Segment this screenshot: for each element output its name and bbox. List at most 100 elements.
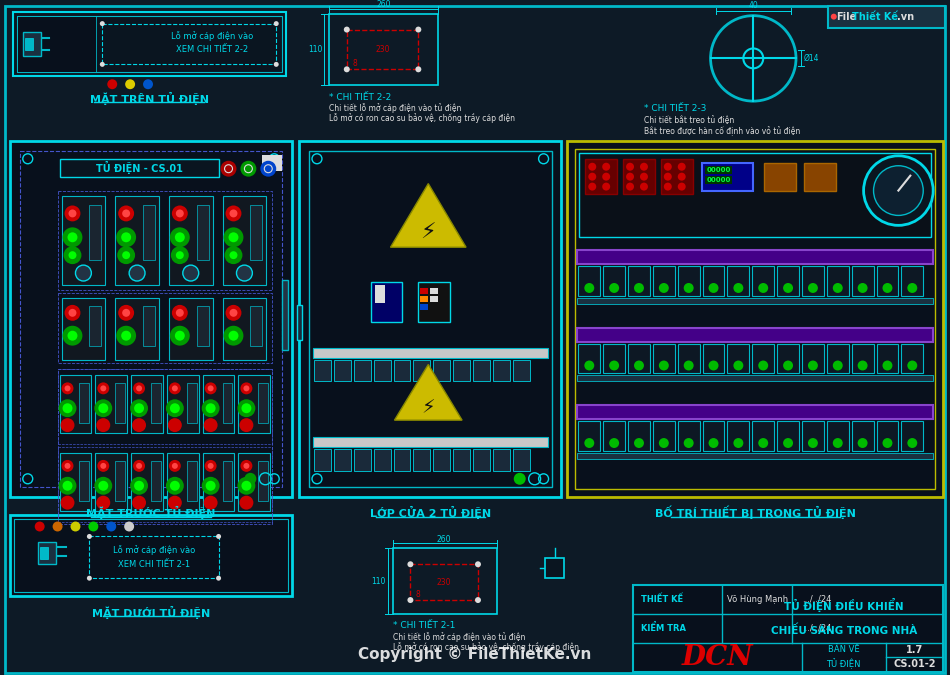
- Bar: [58, 369, 273, 524]
- Text: Lỗ mở có ron cao su bảo vệ, chống trầy cáp điện: Lỗ mở có ron cao su bảo vệ, chống trầy c…: [329, 113, 515, 123]
- Circle shape: [96, 495, 110, 510]
- Circle shape: [225, 305, 241, 321]
- Bar: [430, 288, 438, 294]
- Circle shape: [35, 522, 45, 531]
- Bar: [728, 344, 750, 373]
- Circle shape: [130, 400, 148, 417]
- Circle shape: [166, 477, 183, 495]
- Text: BỐ TRÍ THIẾT BỊ TRONG TỦ ĐIỆN: BỐ TRÍ THIẾT BỊ TRONG TỦ ĐIỆN: [655, 506, 856, 519]
- Circle shape: [833, 283, 843, 293]
- Circle shape: [415, 66, 422, 72]
- Circle shape: [602, 183, 610, 190]
- Bar: [167, 375, 199, 433]
- Bar: [17, 16, 96, 72]
- Bar: [413, 360, 430, 381]
- Circle shape: [240, 161, 256, 177]
- Bar: [238, 375, 270, 433]
- Bar: [705, 166, 732, 173]
- Bar: [677, 421, 699, 451]
- Text: Chi tiết lỗ mở cáp điện vào tủ điện: Chi tiết lỗ mở cáp điện vào tủ điện: [392, 632, 525, 642]
- Circle shape: [64, 246, 82, 264]
- Bar: [58, 369, 273, 444]
- Bar: [703, 421, 725, 451]
- Circle shape: [216, 534, 221, 539]
- Circle shape: [626, 163, 634, 171]
- Text: Chi tiết bắt treo tủ điện: Chi tiết bắt treo tủ điện: [644, 115, 734, 124]
- Circle shape: [136, 385, 142, 391]
- Text: 1.7: 1.7: [905, 645, 922, 655]
- Circle shape: [68, 251, 76, 259]
- Bar: [661, 159, 693, 194]
- Circle shape: [98, 403, 108, 413]
- Text: Võ Hùng Mạnh: Võ Hùng Mạnh: [727, 595, 788, 603]
- Circle shape: [677, 183, 686, 190]
- Bar: [251, 205, 262, 260]
- Bar: [95, 375, 127, 433]
- Circle shape: [344, 66, 350, 72]
- Bar: [902, 266, 923, 296]
- Bar: [314, 360, 331, 381]
- Circle shape: [170, 481, 180, 491]
- Circle shape: [175, 232, 185, 242]
- Circle shape: [907, 283, 918, 293]
- Circle shape: [684, 360, 694, 371]
- Bar: [222, 196, 266, 285]
- Circle shape: [241, 403, 252, 413]
- Bar: [353, 449, 370, 471]
- Bar: [802, 421, 824, 451]
- Bar: [373, 449, 390, 471]
- Circle shape: [170, 403, 180, 413]
- Bar: [333, 360, 351, 381]
- Circle shape: [97, 383, 109, 394]
- Circle shape: [107, 79, 117, 89]
- Text: TỦ ĐIỆN: TỦ ĐIỆN: [826, 658, 861, 669]
- Circle shape: [584, 360, 595, 371]
- Bar: [585, 159, 618, 194]
- Bar: [752, 421, 774, 451]
- Circle shape: [808, 360, 818, 371]
- Bar: [89, 537, 218, 578]
- Circle shape: [783, 283, 793, 293]
- Bar: [705, 176, 732, 184]
- Circle shape: [169, 383, 180, 394]
- Circle shape: [584, 438, 595, 448]
- Circle shape: [63, 481, 72, 491]
- Bar: [578, 405, 933, 419]
- Circle shape: [664, 163, 672, 171]
- Circle shape: [864, 156, 933, 225]
- Circle shape: [238, 400, 256, 417]
- Bar: [453, 360, 470, 381]
- Circle shape: [237, 265, 253, 281]
- Circle shape: [63, 227, 83, 247]
- Circle shape: [97, 460, 109, 472]
- Circle shape: [858, 438, 867, 448]
- Circle shape: [132, 418, 146, 432]
- Bar: [628, 421, 650, 451]
- Bar: [258, 383, 268, 423]
- Circle shape: [733, 283, 743, 293]
- Circle shape: [98, 481, 108, 491]
- Bar: [653, 266, 674, 296]
- Circle shape: [118, 205, 134, 221]
- Bar: [430, 296, 438, 302]
- Bar: [420, 304, 428, 310]
- Circle shape: [733, 360, 743, 371]
- Bar: [17, 16, 282, 72]
- Circle shape: [588, 183, 597, 190]
- Bar: [420, 288, 428, 294]
- Circle shape: [172, 305, 188, 321]
- Bar: [802, 266, 824, 296]
- Bar: [628, 266, 650, 296]
- Circle shape: [677, 173, 686, 181]
- Circle shape: [65, 385, 70, 391]
- Circle shape: [239, 418, 254, 432]
- Bar: [628, 344, 650, 373]
- Circle shape: [758, 360, 769, 371]
- Bar: [131, 453, 163, 510]
- Circle shape: [640, 183, 648, 190]
- Text: MẶT DƯỚI TỦ ĐIỆN: MẶT DƯỚI TỦ ĐIỆN: [92, 605, 210, 618]
- Text: XEM CHI TIẾT 2-1: XEM CHI TIẾT 2-1: [118, 560, 190, 569]
- Circle shape: [677, 163, 686, 171]
- Bar: [333, 449, 351, 471]
- Circle shape: [169, 460, 180, 472]
